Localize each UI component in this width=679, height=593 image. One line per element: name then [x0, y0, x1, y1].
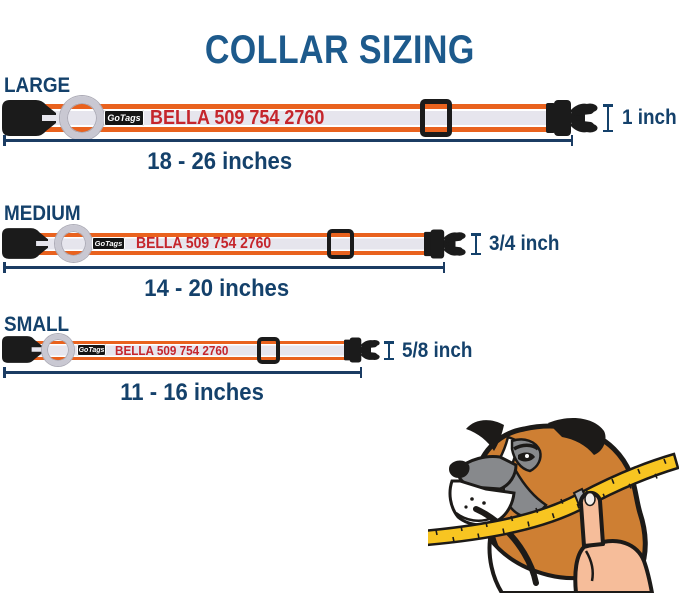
width-measure-icon	[603, 104, 613, 132]
fingernail-icon	[584, 491, 596, 507]
size-label-small: SMALL	[4, 313, 76, 337]
collar-personalized-text-medium: BELLA 509 754 2760	[136, 233, 286, 255]
width-label-medium: 3/4 inch	[489, 230, 567, 258]
size-label-medium: MEDIUM	[4, 202, 89, 226]
width-measure-icon	[471, 233, 481, 255]
size-label-medium-text: MEDIUM	[4, 202, 81, 225]
tri-glide-slider-icon	[327, 229, 354, 259]
size-label-large: LARGE	[4, 74, 78, 98]
d-ring-icon	[42, 334, 74, 366]
page-title-text: COLLAR SIZING	[204, 27, 475, 72]
size-label-large-text: LARGE	[4, 74, 71, 97]
pet-name-phone-text: BELLA 509 754 2760	[150, 106, 325, 129]
length-range-small: 11 - 16 inches	[47, 379, 337, 407]
brand-label: GoTags	[94, 239, 123, 248]
page-title: COLLAR SIZING	[0, 28, 679, 73]
width-measure-icon	[384, 341, 394, 360]
hand-icon	[573, 490, 654, 593]
buckle-female-icon	[2, 100, 56, 136]
length-measure-line	[3, 262, 445, 272]
width-label-medium-text: 3/4 inch	[489, 232, 560, 255]
buckle-male-icon	[424, 229, 466, 259]
width-label-large: 1 inch	[622, 104, 679, 132]
buckle-female-icon	[2, 336, 42, 363]
measuring-tape-icon	[428, 452, 679, 547]
length-range-medium: 14 - 20 inches	[72, 275, 362, 303]
buckle-male-icon	[344, 337, 380, 363]
width-label-large-text: 1 inch	[622, 106, 677, 129]
collar-personalized-text-large: BELLA 509 754 2760	[150, 104, 344, 132]
width-label-small-text: 5/8 inch	[402, 339, 473, 362]
d-ring-icon	[55, 225, 92, 262]
length-measure-line	[3, 367, 362, 377]
pet-name-phone-text: BELLA 509 754 2760	[115, 343, 229, 358]
length-range-large: 18 - 26 inches	[75, 148, 365, 176]
d-ring-icon	[60, 96, 104, 140]
buckle-female-icon	[2, 228, 48, 259]
length-range-small-text: 11 - 16 inches	[120, 379, 264, 406]
collar-personalized-text-small: BELLA 509 754 2760	[115, 341, 241, 360]
dog-nose-icon	[449, 460, 470, 478]
tri-glide-slider-icon	[420, 99, 452, 137]
dog-neck-measuring-illustration	[428, 417, 679, 593]
tri-glide-slider-icon	[257, 337, 280, 364]
width-label-small: 5/8 inch	[402, 337, 480, 365]
brand-tag: GoTags	[104, 110, 144, 126]
size-label-small-text: SMALL	[4, 313, 70, 336]
length-range-medium-text: 14 - 20 inches	[144, 275, 290, 302]
length-range-large-text: 18 - 26 inches	[147, 148, 293, 175]
brand-tag: GoTags	[92, 237, 125, 250]
brand-label: GoTags	[78, 346, 105, 354]
brand-tag: GoTags	[77, 344, 106, 356]
brand-label: GoTags	[107, 113, 141, 123]
buckle-male-icon	[546, 100, 598, 136]
dog-head-icon	[448, 417, 648, 593]
length-measure-line	[3, 135, 573, 145]
pet-name-phone-text: BELLA 509 754 2760	[136, 235, 272, 252]
